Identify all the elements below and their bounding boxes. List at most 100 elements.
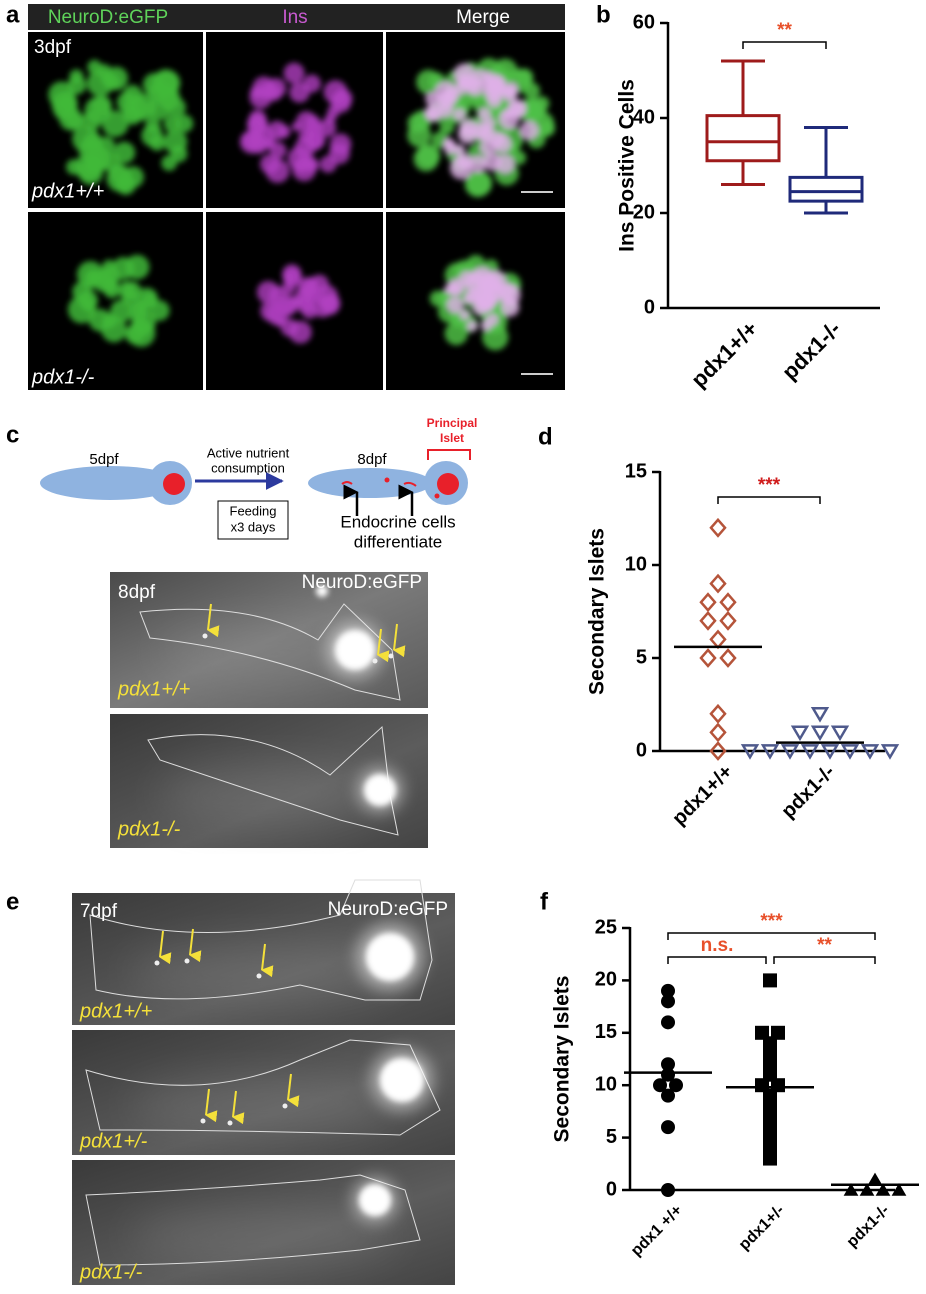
secondary-islet	[282, 1103, 288, 1109]
y-tick-label: 10	[595, 1073, 617, 1095]
cell	[525, 104, 544, 123]
y-tick-label: 5	[606, 1126, 617, 1148]
y-tick-label: 5	[636, 646, 647, 668]
arrow	[231, 1090, 245, 1125]
data-point	[867, 1172, 883, 1186]
x-tick-label: pdx1+/+	[668, 761, 737, 830]
panel-label: c	[6, 421, 19, 448]
cell	[291, 121, 302, 132]
y-tick-label: 0	[606, 1178, 617, 1200]
cell	[82, 132, 103, 153]
y-tick-label: 15	[625, 460, 647, 482]
principal-islet	[366, 933, 414, 981]
cell	[72, 281, 93, 302]
data-point	[771, 1025, 785, 1040]
y-axis-label: Secondary Islets	[551, 976, 574, 1143]
significance-bracket	[667, 932, 876, 940]
x-tick-label: pdx1-/-	[777, 761, 839, 823]
cell	[456, 153, 473, 170]
data-point	[709, 703, 727, 724]
cell	[452, 108, 466, 122]
cell	[259, 154, 280, 175]
secondary-islet	[202, 633, 208, 639]
secondary-islet	[372, 658, 378, 664]
cells	[407, 58, 556, 198]
reporter-label: NeuroD:eGFP	[328, 899, 448, 920]
data-point	[755, 1025, 769, 1040]
data-point	[860, 744, 880, 760]
cell	[523, 82, 541, 100]
cell	[82, 297, 97, 312]
cell	[58, 93, 77, 112]
y-tick-label: 25	[595, 916, 617, 938]
data-point	[669, 1078, 683, 1093]
significance-label: **	[817, 935, 832, 956]
cell	[444, 321, 468, 346]
micrograph	[206, 32, 383, 208]
significance-bracket	[667, 956, 767, 964]
islet	[163, 473, 185, 495]
data-point	[719, 648, 737, 668]
cell	[125, 325, 144, 344]
cell	[103, 73, 121, 91]
significance-label: ***	[758, 475, 781, 496]
data-point	[763, 973, 777, 988]
cell	[483, 152, 502, 171]
cell	[487, 93, 502, 108]
cell	[145, 118, 161, 134]
secondary-islet	[388, 653, 394, 659]
cell	[277, 124, 291, 139]
genotype-label: pdx1+/-	[79, 1130, 148, 1152]
glow	[129, 1077, 398, 1133]
stage-label: 8dpf	[118, 582, 156, 603]
micrographs-a	[28, 32, 565, 390]
cell	[483, 117, 496, 129]
panel-label: a	[6, 1, 20, 28]
cell	[538, 119, 556, 137]
y-axis-label: Ins Positive Cells	[616, 79, 639, 252]
chart: 0 5 10 15 Secondary Islets pdx1+/+ pdx1-/- ***	[586, 460, 900, 830]
data-point	[661, 1120, 675, 1135]
cell	[444, 283, 455, 295]
outline	[139, 603, 401, 701]
x-tick-label: pdx1+/+	[686, 316, 762, 392]
cell	[241, 131, 260, 150]
data-point	[780, 744, 800, 760]
data-point	[810, 725, 830, 742]
secondary-islet	[227, 1120, 233, 1126]
chart: 0 5 10 15 20 25 Secondary Islets pdx1 +/+ pdx1+/…	[551, 911, 919, 1260]
x-tick-label: pdx1+/-	[736, 1202, 788, 1254]
cell	[283, 272, 294, 283]
data-point	[719, 592, 737, 613]
cells	[239, 62, 353, 183]
box	[217, 500, 289, 540]
schematic	[40, 449, 471, 540]
cell	[468, 155, 487, 173]
channel-header	[28, 4, 565, 30]
cell	[87, 59, 102, 75]
micrographs-gray	[72, 572, 455, 1285]
cell	[459, 270, 475, 287]
cell	[163, 115, 182, 133]
data-point	[763, 1067, 777, 1082]
cells	[256, 264, 341, 344]
cell	[323, 80, 348, 104]
principal-islet	[364, 774, 396, 806]
secondary-islet	[154, 960, 160, 966]
channel-label: Ins	[282, 7, 307, 28]
islet-label: Islet	[440, 431, 464, 445]
data-point	[709, 517, 727, 538]
channel-label: Merge	[456, 7, 510, 28]
data-point	[709, 573, 727, 594]
y-tick-label: 60	[633, 11, 655, 33]
data-point	[800, 744, 820, 760]
y-tick-label: 20	[595, 969, 617, 991]
cell	[67, 75, 87, 95]
cells	[67, 254, 170, 348]
arrow	[392, 623, 406, 658]
cell	[446, 296, 464, 314]
cell	[283, 62, 305, 84]
cell	[416, 69, 441, 95]
